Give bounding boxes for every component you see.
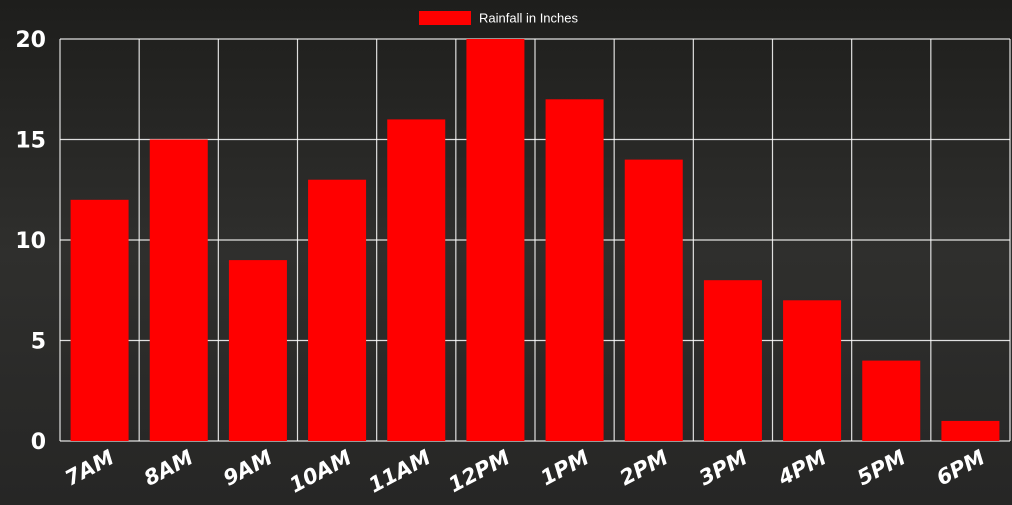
bar-9am <box>228 260 287 441</box>
bar-3pm <box>703 280 762 441</box>
bar-10am <box>308 179 367 441</box>
bar-8am <box>149 139 208 441</box>
bar-6pm <box>941 420 1000 441</box>
bars <box>70 39 1000 442</box>
legend: Rainfall in Inches <box>419 11 578 26</box>
grid <box>59 38 1011 442</box>
y-axis-ticks: 0 5 10 15 20 <box>15 28 46 455</box>
y-tick-label: 5 <box>31 330 46 355</box>
bar-12pm <box>466 39 525 441</box>
bar-2pm <box>624 159 683 441</box>
bar-5pm <box>862 360 921 441</box>
y-tick-label: 20 <box>15 28 46 53</box>
bar-4pm <box>783 300 842 441</box>
bar-1pm <box>545 99 604 442</box>
y-tick-label: 0 <box>31 430 46 455</box>
y-tick-label: 15 <box>15 129 46 154</box>
bar-11am <box>387 119 446 442</box>
bar-7am <box>70 199 129 441</box>
y-tick-label: 10 <box>15 229 46 254</box>
legend-swatch <box>419 11 471 25</box>
legend-label: Rainfall in Inches <box>479 11 578 26</box>
